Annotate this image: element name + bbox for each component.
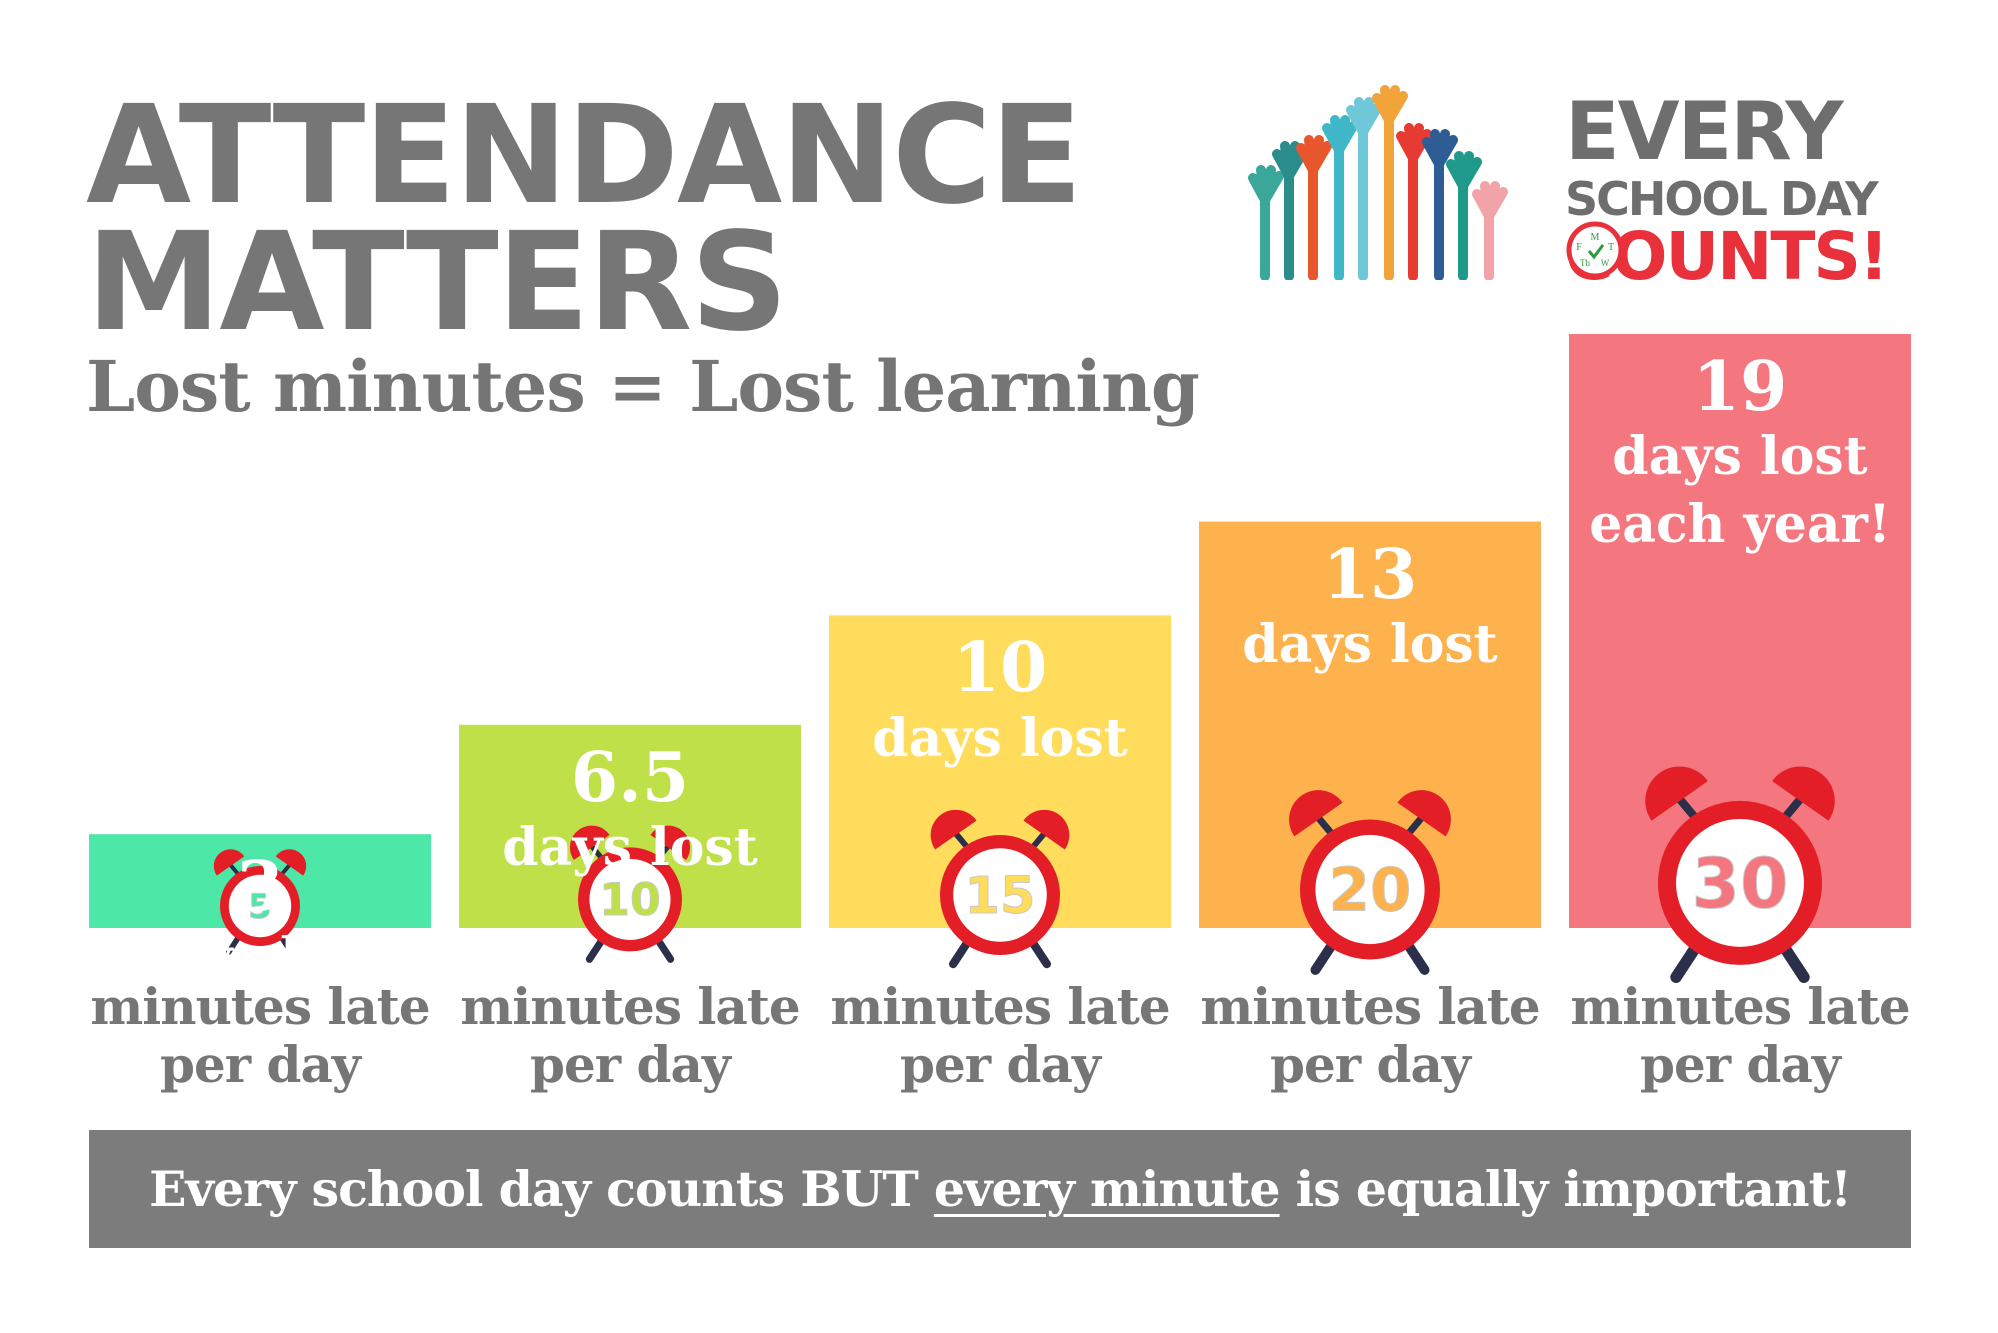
bar-text: days lost <box>1242 613 1498 675</box>
category-label: minutes late per day <box>1570 977 1910 1094</box>
bar-label: 10 days lost <box>829 628 1171 772</box>
category-label: minutes late per day <box>460 977 800 1094</box>
title-attendance: ATTENDANCE <box>86 77 1083 235</box>
title-matters: MATTERS <box>86 204 788 362</box>
bar-text: days lost <box>502 817 758 879</box>
alarm-clock-icon: 10 <box>569 825 691 963</box>
bar-label: 19 days lost each year! <box>1569 347 1911 559</box>
logo-clock-icon: M F T Th W <box>1566 221 1624 279</box>
clock-minutes-value: 10 <box>599 875 661 926</box>
category-label: minutes late per day <box>90 977 430 1094</box>
footer-banner: Every school day counts BUT every minute… <box>89 1130 1911 1248</box>
logo-clock-letter: F <box>1576 242 1582 253</box>
alarm-clock-icon: 30 <box>1645 766 1835 983</box>
every-school-day-counts-logo: EVERY SCHOOL DAY COUNTS! M F T Th W <box>1245 80 1935 290</box>
category-label: minutes late per day <box>1200 977 1540 1094</box>
clock-minutes-value: 5 <box>248 887 272 927</box>
subtitle: Lost minutes = Lost learning <box>86 345 1200 428</box>
bar-text: days lost <box>872 707 1128 769</box>
logo-clock-letter: Th <box>1580 258 1590 268</box>
clock-minutes-value: 20 <box>1329 857 1412 926</box>
category-label: minutes late per day <box>830 977 1170 1094</box>
bar-value: 19 <box>1692 347 1788 427</box>
logo-every: EVERY <box>1565 85 1843 178</box>
bar-text: days lost <box>132 926 388 988</box>
bar-value: 6.5 <box>570 737 690 818</box>
alarm-clock-icon: 15 <box>930 809 1070 969</box>
footer-text-after: is equally important! <box>1279 1160 1852 1218</box>
bar-label: 6.5 days lost <box>459 737 801 882</box>
clock-minutes-value: 15 <box>965 867 1036 926</box>
raised-hands-icon <box>1248 85 1508 280</box>
footer-text-before: Every school day counts BUT <box>149 1160 934 1218</box>
logo-school-day: SCHOOL DAY <box>1565 172 1879 226</box>
logo-clock-letter: W <box>1601 258 1610 268</box>
bar-label: 3 days lost <box>89 847 431 991</box>
alarm-clock-icon: 20 <box>1289 790 1451 975</box>
footer-text-underlined: every minute <box>933 1160 1281 1218</box>
bar-text: days lost each year! <box>1589 426 1891 555</box>
bar-value: 13 <box>1322 534 1418 615</box>
chart: 5 10 15 20 30 <box>89 334 1911 983</box>
clock-minutes-value: 30 <box>1692 844 1789 925</box>
bar-value: 3 <box>236 847 284 928</box>
logo-clock-letter: M <box>1591 232 1600 243</box>
bar-value: 10 <box>952 628 1048 709</box>
bar-label: 13 days lost <box>1199 534 1541 679</box>
logo-clock-letter: T <box>1608 242 1614 253</box>
alarm-clock-icon: 5 <box>213 849 307 955</box>
checkmark-icon <box>1587 244 1605 260</box>
